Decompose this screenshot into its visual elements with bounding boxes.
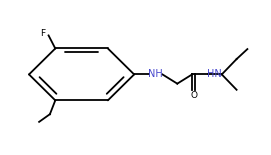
Text: F: F [40,29,45,38]
Text: O: O [190,91,197,100]
Text: NH: NH [147,69,162,79]
Text: HN: HN [207,69,222,79]
